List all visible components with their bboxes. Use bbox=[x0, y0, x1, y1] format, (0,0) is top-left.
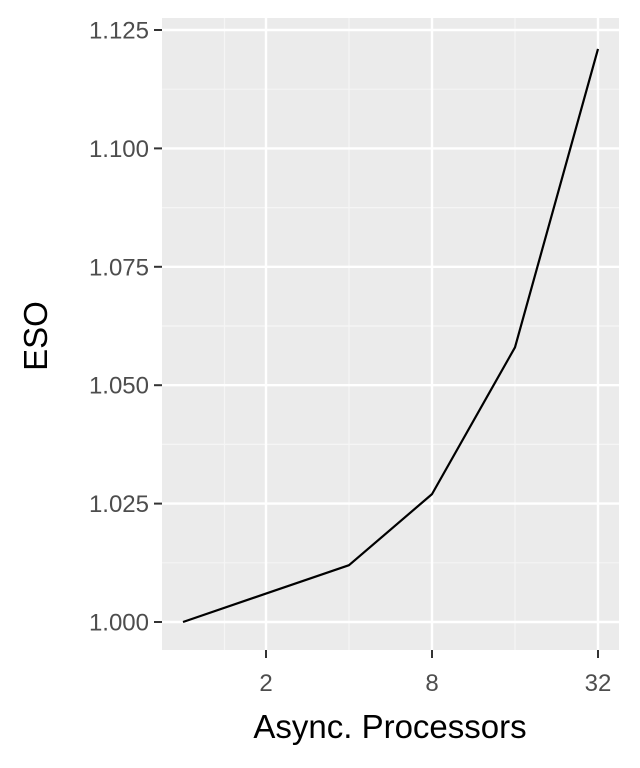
x-axis-title: Async. Processors bbox=[253, 708, 526, 745]
y-axis-title: ESO bbox=[17, 301, 54, 371]
minor-gridlines bbox=[162, 18, 619, 650]
x-axis: 2 8 32 bbox=[259, 650, 611, 697]
y-tick-label: 1.100 bbox=[89, 136, 149, 163]
series-line-0 bbox=[182, 48, 600, 624]
x-tick-label: 32 bbox=[585, 670, 612, 697]
plot-panel bbox=[162, 18, 619, 650]
y-axis: 1.000 1.025 1.050 1.075 1.100 1.125 bbox=[89, 18, 162, 637]
major-gridlines bbox=[162, 18, 619, 650]
y-tick-label: 1.075 bbox=[89, 254, 149, 281]
y-tick-label: 1.125 bbox=[89, 18, 149, 45]
y-tick-label: 1.000 bbox=[89, 610, 149, 637]
y-tick-label: 1.050 bbox=[89, 373, 149, 400]
x-tick-label: 2 bbox=[259, 670, 272, 697]
y-tick-label: 1.025 bbox=[89, 491, 149, 518]
x-tick-label: 8 bbox=[425, 670, 438, 697]
series-layer bbox=[182, 48, 600, 624]
